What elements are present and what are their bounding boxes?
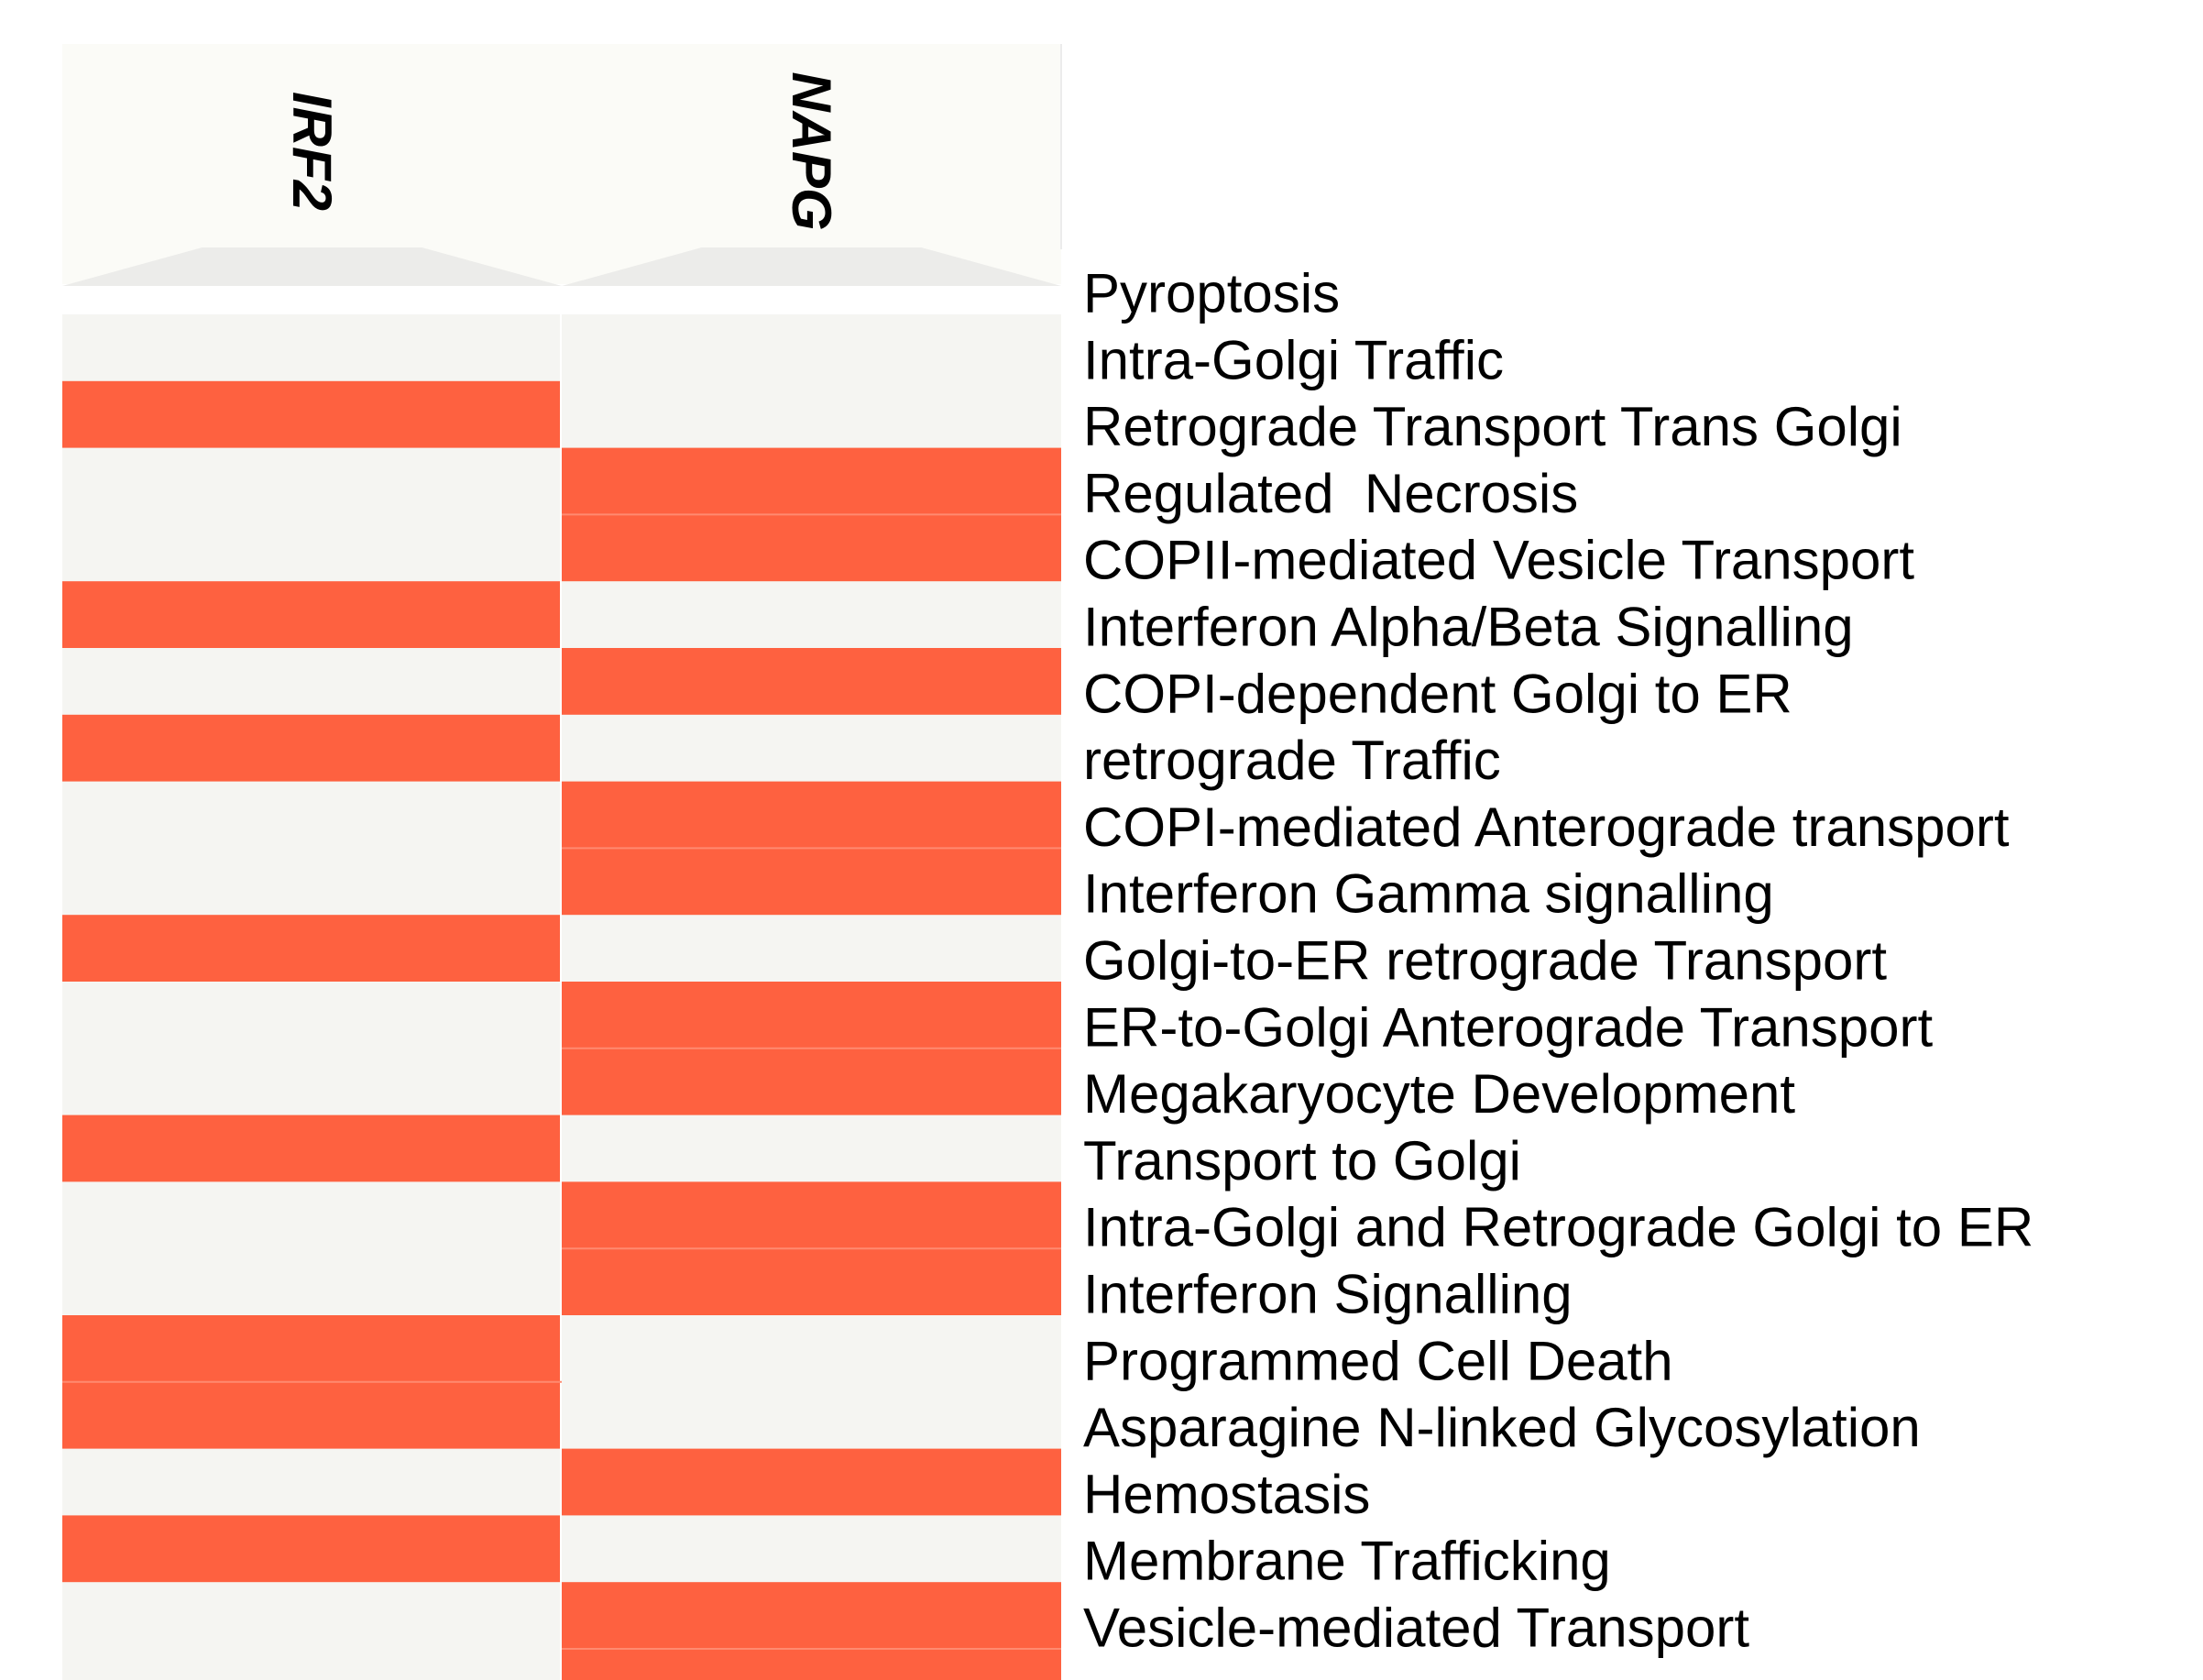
column-label-irf2: IRF2 [281,92,343,211]
row-label: Golgi-to-ER retrograde Transport [1083,930,1887,992]
heatmap-cell [562,1115,1061,1182]
heatmap-cell [562,380,1061,449]
heatmap-cell [562,1448,1061,1516]
heatmap-cell [562,781,1061,849]
column-header-tab [62,247,562,286]
heatmap-cell [562,714,1061,783]
row-label: Intra-Golgi and Retrograde Golgi to ER [1083,1197,2033,1258]
heatmap-cell [62,1381,560,1450]
heatmap-cell [62,1181,560,1249]
heatmap-cell [62,514,560,582]
heatmap-cell [62,1649,560,1680]
heatmap-cell [562,447,1061,515]
heatmap-cell [62,1248,560,1316]
row-label: COPI-dependent Golgi to ER [1083,663,1792,724]
heatmap-cell [562,1649,1061,1680]
row-label: Programmed Cell Death [1083,1330,1673,1391]
heatmap-cell [62,648,560,716]
heatmap-cell [562,1582,1061,1650]
heatmap-cell [562,1248,1061,1316]
heatmap-cell [62,1115,560,1182]
row-label: Vesicle-mediated Transport [1083,1598,1749,1659]
heatmap-cell [562,648,1061,716]
row-label: retrograde Traffic [1083,730,1501,791]
heatmap-cell [62,1448,560,1516]
heatmap-cell [562,1181,1061,1249]
heatmap-cell [62,848,560,916]
heatmap-cell [62,1515,560,1583]
heatmap-cell [62,380,560,449]
row-label: Membrane Trafficking [1083,1531,1611,1592]
heatmap-cell [62,982,560,1049]
heatmap-cell [562,848,1061,916]
row-label: Transport to Golgi [1083,1130,1521,1191]
heatmap-cell [62,1315,560,1383]
heatmap-cells [62,314,1061,1680]
heatmap-cell [562,514,1061,582]
row-label: Interferon Signalling [1083,1264,1573,1325]
row-label: COPI-mediated Anterograde transport [1083,796,2010,858]
heatmap-cell [562,1315,1061,1383]
heatmap-cell [62,581,560,649]
row-label: Regulated Necrosis [1083,463,1578,524]
row-label: Retrograde Transport Trans Golgi [1083,396,1902,457]
heatmap-cell [62,781,560,849]
heatmap-cell [62,1582,560,1650]
row-label: COPII-mediated Vesicle Transport [1083,530,1914,591]
heatmap-cell [562,314,1061,382]
column-header-tab [562,247,1061,286]
heatmap-cell [562,1381,1061,1450]
row-label: Intra-Golgi Traffic [1083,329,1504,390]
row-label: Interferon Gamma signalling [1083,863,1774,925]
heatmap-cell [562,581,1061,649]
heatmap-cell [62,447,560,515]
row-label: Interferon Alpha/Beta Signalling [1083,597,1854,658]
heatmap-cell [62,1048,560,1116]
heatmap-cell [62,314,560,382]
heatmap-cell [62,915,560,983]
heatmap-cell [562,982,1061,1049]
row-label: Megakaryocyte Development [1083,1063,1795,1125]
heatmap-cell [562,915,1061,983]
row-label: ER-to-Golgi Anterograde Transport [1083,996,1933,1058]
column-header-area: IRF2 NAPG [62,44,1062,286]
column-label-napg: NAPG [781,71,842,230]
header-background [62,44,1061,284]
row-label: Asparagine N-linked Glycosylation [1083,1397,1921,1458]
heatmap-cell [562,1515,1061,1583]
heatmap-cell [562,1048,1061,1116]
heatmap-cell [62,714,560,783]
row-label: Pyroptosis [1083,263,1340,324]
row-label: Hemostasis [1083,1464,1370,1525]
